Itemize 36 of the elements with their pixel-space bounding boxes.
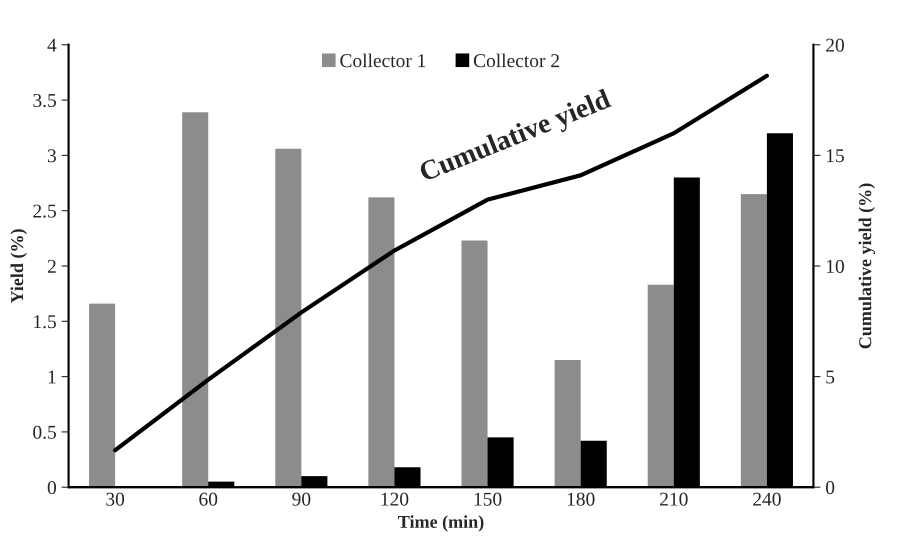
bar <box>461 240 488 488</box>
bar <box>182 112 208 488</box>
y-axis-title: Yield (%) <box>10 229 27 304</box>
y-tick-label: 3 <box>48 149 56 162</box>
y2-axis-title: Cumulative yield (%) <box>858 184 876 348</box>
y-tick-label: 1 <box>48 370 56 384</box>
x-axis-title: Time (min) <box>398 515 484 532</box>
x-tick-label: 120 <box>382 492 408 506</box>
y2-tick-label: 5 <box>826 370 834 384</box>
x-tick-label: 90 <box>292 492 310 506</box>
y-tick-label: 4 <box>47 38 56 52</box>
line-series <box>113 74 769 452</box>
x-tick-label: 30 <box>106 492 124 506</box>
legend-label: Collector 2 <box>474 54 559 68</box>
y2-tick-label: 0 <box>826 481 834 494</box>
y-tick-label: 0 <box>48 481 56 494</box>
legend-label: Collector 1 <box>340 54 426 68</box>
bar <box>648 284 674 488</box>
bar <box>368 197 394 488</box>
x-tick-label: 240 <box>753 492 781 506</box>
y-tick-label: 2.5 <box>33 204 56 218</box>
bar <box>554 360 581 488</box>
y-tick-label: 0.5 <box>33 426 56 439</box>
bar <box>275 148 302 488</box>
x-tick-label: 180 <box>568 492 595 506</box>
y-tick-label: 1.5 <box>34 315 56 328</box>
x-tick-label: 60 <box>199 492 218 506</box>
y-tick-label: 3.5 <box>33 94 56 108</box>
y2-tick-label: 20 <box>826 38 844 52</box>
x-tick-label: 150 <box>474 492 502 506</box>
bar <box>740 194 767 488</box>
x-tick-label: 210 <box>660 492 688 506</box>
y-tick-label: 2 <box>48 260 56 273</box>
y2-tick-label: 10 <box>826 260 844 273</box>
y2-tick-label: 15 <box>826 149 844 162</box>
bar <box>89 304 116 488</box>
